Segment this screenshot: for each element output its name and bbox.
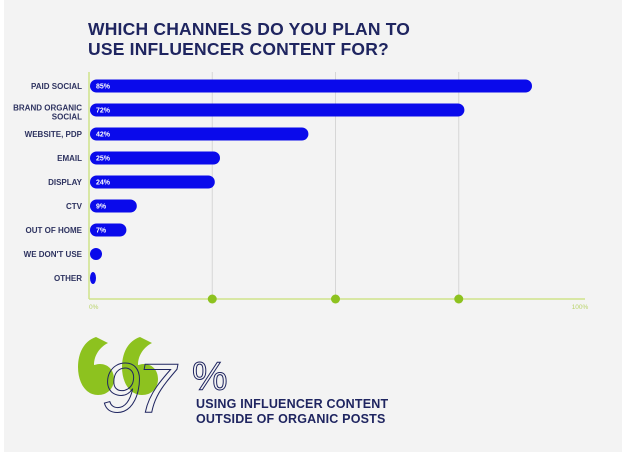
category-label: SOCIAL <box>52 113 82 122</box>
stat-number-text: 97 <box>102 352 179 418</box>
bar-value-label: 85% <box>96 84 111 91</box>
category-label: OTHER <box>54 274 82 283</box>
bar <box>90 103 465 117</box>
bar <box>90 151 220 165</box>
x-tick-label: 0% <box>89 304 99 311</box>
stat-caption-line-1: USING INFLUENCER CONTENT <box>196 397 389 411</box>
bar-value-label: 25% <box>96 156 111 163</box>
chart-title-line-1: WHICH CHANNELS DO YOU PLAN TO <box>88 19 411 39</box>
bar <box>90 127 309 141</box>
category-label: EMAIL <box>57 154 82 163</box>
category-label: OUT OF HOME <box>26 226 83 235</box>
stat-number: 97 % <box>102 352 229 418</box>
bar-value-label: 9% <box>96 204 107 211</box>
quote-marks-icon <box>78 337 158 395</box>
bar <box>90 248 102 260</box>
stat-caption-line-2: OUTSIDE OF ORGANIC POSTS <box>196 412 386 426</box>
bar <box>90 272 96 284</box>
bar <box>90 199 137 213</box>
bar-value-label: 72% <box>96 108 111 115</box>
category-label: PAID SOCIAL <box>31 82 82 91</box>
category-label: WEBSITE, PDP <box>25 130 83 139</box>
bar-value-label: 7% <box>96 228 107 235</box>
axis-marker-dot <box>207 294 217 304</box>
bar <box>90 223 127 237</box>
stat-percent-sign: % <box>192 355 228 399</box>
bar <box>90 175 215 189</box>
category-label: WE DON'T USE <box>24 250 83 259</box>
bar <box>90 79 532 93</box>
category-label: DISPLAY <box>48 178 83 187</box>
bar-value-label: 42% <box>96 132 111 139</box>
x-tick-label: 100% <box>572 304 589 311</box>
bar-value-label: 24% <box>96 180 111 187</box>
chart-title-line-2: USE INFLUENCER CONTENT FOR? <box>88 39 389 59</box>
axis-marker-dot <box>331 294 340 304</box>
category-label: CTV <box>66 202 83 211</box>
category-label: BRAND ORGANIC <box>13 104 82 113</box>
axis-marker-dot <box>454 294 464 304</box>
bar-chart: 0% 100% 85% 72% 42% 25% 24% 9% 7% PAID SOCIAL BR… <box>13 72 589 311</box>
